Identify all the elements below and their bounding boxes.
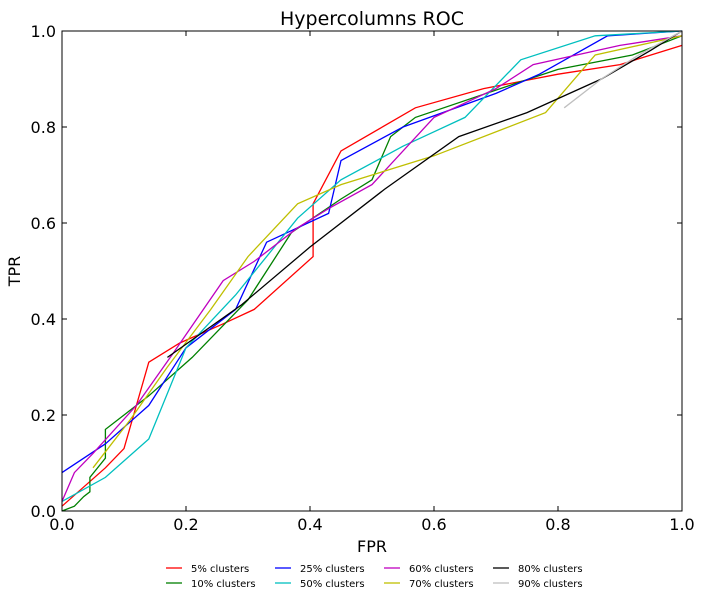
- series-line-0: [61, 44, 683, 507]
- y-tick-label: 0.8: [31, 118, 56, 137]
- series-line-6: [167, 30, 683, 358]
- y-tick-label: 0.6: [31, 214, 56, 233]
- x-tick-label: 0.0: [49, 515, 74, 534]
- y-tick-label: 0.2: [31, 406, 56, 425]
- series-line-7: [563, 30, 683, 109]
- legend-label: 90% clusters: [518, 579, 583, 590]
- x-tick-label: 0.4: [297, 515, 322, 534]
- y-tick-label: 0.0: [31, 502, 56, 521]
- series-layer: [61, 30, 683, 512]
- legend-label: 60% clusters: [409, 564, 474, 575]
- x-axis-title: FPR: [357, 537, 387, 556]
- y-axis-title: TPR: [5, 256, 24, 288]
- legend-label: 50% clusters: [300, 579, 365, 590]
- x-tick-label: 0.6: [421, 515, 446, 534]
- legend-label: 80% clusters: [518, 564, 583, 575]
- y-tick-label: 0.4: [31, 310, 56, 329]
- series-line-4: [61, 35, 683, 502]
- plot-frame: [61, 30, 683, 512]
- x-tick-label: 1.0: [669, 515, 694, 534]
- series-line-2: [61, 30, 683, 474]
- y-tick-label: 1.0: [31, 22, 56, 41]
- series-line-5: [92, 35, 683, 469]
- x-axis: 0.0 0.2 0.4 0.6 0.8 1.0: [49, 31, 695, 534]
- y-axis: 0.0 0.2 0.4 0.6 0.8 1.0: [31, 22, 682, 521]
- series-line-1: [61, 35, 683, 512]
- x-tick-label: 0.8: [545, 515, 570, 534]
- legend-label: 5% clusters: [191, 564, 249, 575]
- legend-label: 25% clusters: [300, 564, 365, 575]
- chart-title: Hypercolumns ROC: [280, 8, 464, 30]
- legend-label: 10% clusters: [191, 579, 256, 590]
- legend-label: 70% clusters: [409, 579, 474, 590]
- legend: 5% clusters 10% clusters 25% clusters 50% c…: [166, 564, 583, 590]
- x-tick-label: 0.2: [173, 515, 198, 534]
- series-line-3: [61, 30, 683, 502]
